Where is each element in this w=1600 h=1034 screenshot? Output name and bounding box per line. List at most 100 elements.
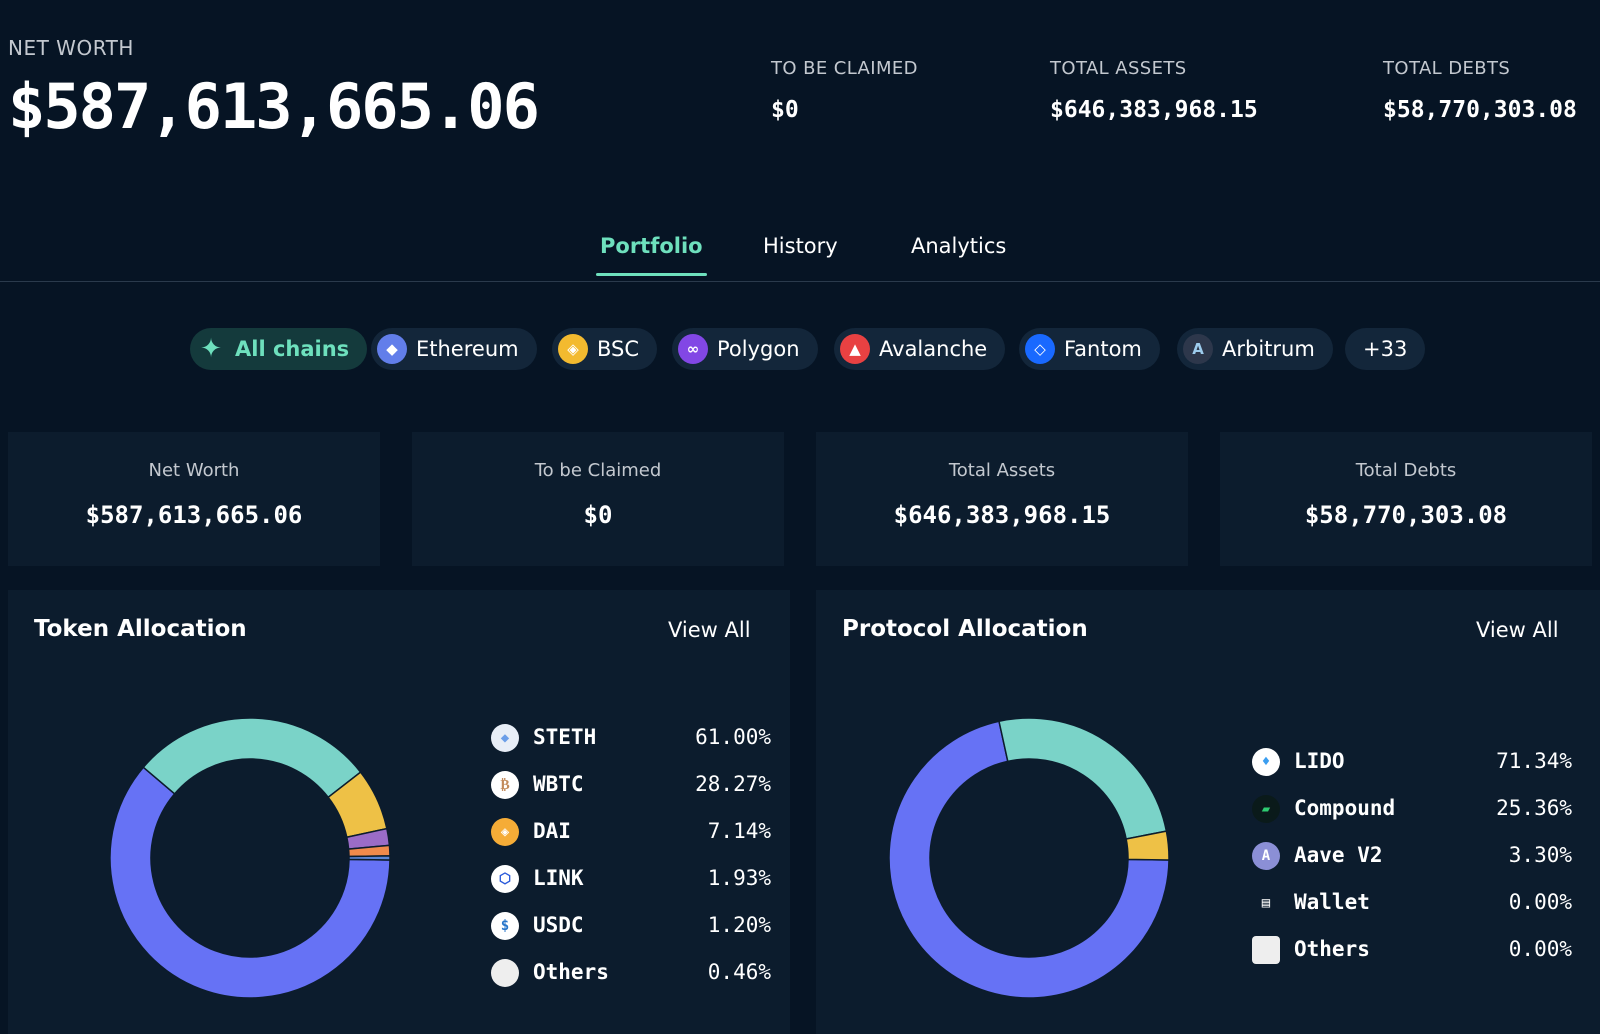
legend-item-steth: ◆ STETH 61.00%	[491, 722, 771, 754]
legend-percent: 25.36%	[1496, 796, 1572, 820]
stat-total-debts: TOTAL DEBTS $58,770,303.08	[1383, 58, 1577, 123]
chain-chip-more[interactable]: +33	[1345, 328, 1426, 370]
tab-history[interactable]: History	[763, 234, 838, 258]
wallet-icon: ▤	[1261, 895, 1271, 911]
chain-chip-polygon[interactable]: ∞ Polygon	[672, 328, 818, 370]
arbitrum-icon: A	[1183, 334, 1213, 364]
stat-to-be-claimed: TO BE CLAIMED $0	[771, 58, 918, 123]
chain-label: +33	[1363, 337, 1408, 361]
legend-name: Compound	[1294, 796, 1396, 820]
card-label: Total Assets	[948, 460, 1056, 481]
protocol-allocation-donut-chart	[888, 717, 1170, 999]
legend-item-dai: ◈ DAI 7.14%	[491, 816, 771, 848]
chain-label: Ethereum	[416, 337, 519, 361]
legend-name: Aave V2	[1294, 843, 1383, 867]
tab-portfolio[interactable]: Portfolio	[596, 234, 707, 276]
avalanche-icon: ▲	[840, 334, 870, 364]
main-tabs: Portfolio History Analytics	[0, 226, 1600, 282]
legend-item-wbtc: ₿ WBTC 28.27%	[491, 769, 771, 801]
legend-name: Others	[1294, 937, 1370, 961]
chain-chip-all-chains[interactable]: ✦ All chains	[190, 328, 368, 370]
lido-icon: ♦	[1252, 748, 1280, 776]
legend-percent: 0.00%	[1508, 937, 1572, 961]
bsc-icon: ◈	[558, 334, 588, 364]
others-icon	[491, 959, 519, 987]
legend-item-aave-v2: A Aave V2 3.30%	[1252, 840, 1572, 872]
card-value: $58,770,303.08	[1304, 501, 1508, 529]
compound-icon: ▰	[1252, 795, 1280, 823]
view-all-link[interactable]: View All	[1476, 618, 1559, 642]
net-worth-value: $587,613,665.06	[8, 70, 540, 143]
chain-label: Fantom	[1064, 337, 1142, 361]
card-label: Net Worth	[148, 460, 240, 481]
donut-slice-lido[interactable]	[888, 720, 1170, 999]
legend-name: Others	[533, 960, 609, 984]
view-all-link[interactable]: View All	[668, 618, 751, 642]
donut-slice-aave-v2[interactable]	[1125, 830, 1170, 861]
summary-card-to-be-claimed: To be Claimed $0	[412, 432, 784, 566]
stat-label: TOTAL DEBTS	[1383, 58, 1511, 79]
legend-percent: 71.34%	[1496, 749, 1572, 773]
legend-item-compound: ▰ Compound 25.36%	[1252, 793, 1572, 825]
card-label: To be Claimed	[534, 460, 662, 481]
protocol-allocation-panel: Protocol Allocation View All ♦ LIDO 71.34%…	[816, 590, 1600, 1034]
donut-slice-compound[interactable]	[998, 717, 1168, 840]
panel-title: Token Allocation	[34, 616, 247, 642]
stat-label: TOTAL ASSETS	[1050, 58, 1187, 79]
legend-name: LIDO	[1294, 749, 1345, 773]
stat-total-assets: TOTAL ASSETS $646,383,968.15	[1050, 58, 1258, 123]
legend-percent: 0.46%	[707, 960, 771, 984]
card-value: $646,383,968.15	[893, 501, 1111, 529]
legend-item-usdc: $ USDC 1.20%	[491, 910, 771, 942]
legend-percent: 3.30%	[1508, 843, 1572, 867]
chain-filter-bar: ✦ All chains ◆ Ethereum ◈ BSC ∞ Polygon …	[0, 328, 1600, 370]
chain-chip-fantom[interactable]: ◇ Fantom	[1019, 328, 1160, 370]
fantom-icon: ◇	[1025, 334, 1055, 364]
polygon-icon: ∞	[678, 334, 708, 364]
token-allocation-donut-chart	[109, 717, 391, 999]
legend-name: LINK	[533, 866, 584, 890]
token-allocation-panel: Token Allocation View All ◆ STETH 61.00% ₿ W…	[8, 590, 790, 1034]
legend-item-others: Others 0.00%	[1252, 934, 1572, 966]
protocol-allocation-legend: ♦ LIDO 71.34% ▰ Compound 25.36% A Aave V2 3.30% ▤…	[1252, 746, 1572, 1006]
legend-percent: 7.14%	[707, 819, 771, 843]
legend-name: USDC	[533, 913, 584, 937]
donut-slice-steth[interactable]	[109, 766, 391, 999]
panel-title: Protocol Allocation	[842, 616, 1088, 642]
chain-chip-ethereum[interactable]: ◆ Ethereum	[371, 328, 537, 370]
ethereum-icon: ◆	[377, 334, 407, 364]
summary-card-net-worth: Net Worth $587,613,665.06	[8, 432, 380, 566]
stat-value: $646,383,968.15	[1050, 97, 1258, 123]
legend-percent: 1.93%	[707, 866, 771, 890]
others-icon	[1252, 936, 1280, 964]
legend-item-lido: ♦ LIDO 71.34%	[1252, 746, 1572, 778]
chain-chip-bsc[interactable]: ◈ BSC	[552, 328, 658, 370]
steth-icon: ◆	[491, 724, 519, 752]
summary-card-total-debts: Total Debts $58,770,303.08	[1220, 432, 1592, 566]
chain-label: BSC	[597, 337, 640, 361]
usdc-icon: $	[491, 912, 519, 940]
legend-name: DAI	[533, 819, 571, 843]
legend-name: STETH	[533, 725, 597, 749]
donut-slice-others[interactable]	[348, 855, 391, 861]
tab-analytics[interactable]: Analytics	[911, 234, 1007, 258]
legend-name: Wallet	[1294, 890, 1370, 914]
legend-item-others: Others 0.46%	[491, 957, 771, 989]
stat-value: $0	[771, 97, 799, 123]
card-value: $587,613,665.06	[85, 501, 303, 529]
aave-icon: A	[1252, 842, 1280, 870]
legend-item-link: ⬡ LINK 1.93%	[491, 863, 771, 895]
card-value: $0	[583, 501, 613, 529]
chain-chip-avalanche[interactable]: ▲ Avalanche	[834, 328, 1006, 370]
chain-chip-arbitrum[interactable]: A Arbitrum	[1177, 328, 1333, 370]
legend-name: WBTC	[533, 772, 584, 796]
summary-card-total-assets: Total Assets $646,383,968.15	[816, 432, 1188, 566]
stat-value: $58,770,303.08	[1383, 97, 1577, 123]
stat-label: TO BE CLAIMED	[771, 58, 918, 79]
token-allocation-legend: ◆ STETH 61.00% ₿ WBTC 28.27% ◈ DAI 7.14% ⬡ LINK 1.9…	[491, 722, 771, 1022]
chain-label: Arbitrum	[1222, 337, 1315, 361]
net-worth-label: NET WORTH	[8, 36, 134, 60]
donut-slice-wbtc[interactable]	[142, 717, 362, 799]
sparkle-icon: ✦	[200, 334, 222, 364]
link-icon: ⬡	[491, 865, 519, 893]
